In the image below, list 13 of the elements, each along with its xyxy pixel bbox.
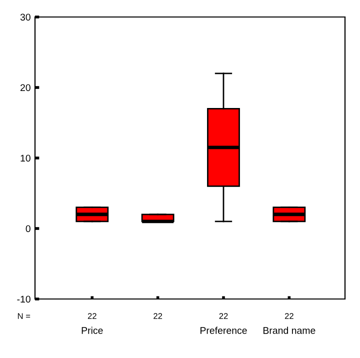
y-tick-label: 30 (20, 14, 30, 21)
text: 22 (284, 313, 294, 319)
y-tick-label: -10 (17, 296, 30, 303)
x-tick-label: Price (82, 326, 103, 334)
text: 22 (219, 313, 228, 319)
text: N = (18, 313, 30, 319)
y-tick-label: 0 (26, 225, 30, 232)
text: 22 (154, 313, 162, 319)
x-tick-label: Preference (200, 326, 247, 334)
y-tick-label: 20 (20, 84, 30, 92)
x-tick-label: Brand name (263, 326, 316, 334)
y-tick-label: 10 (20, 154, 30, 162)
text: 22 (88, 313, 96, 319)
